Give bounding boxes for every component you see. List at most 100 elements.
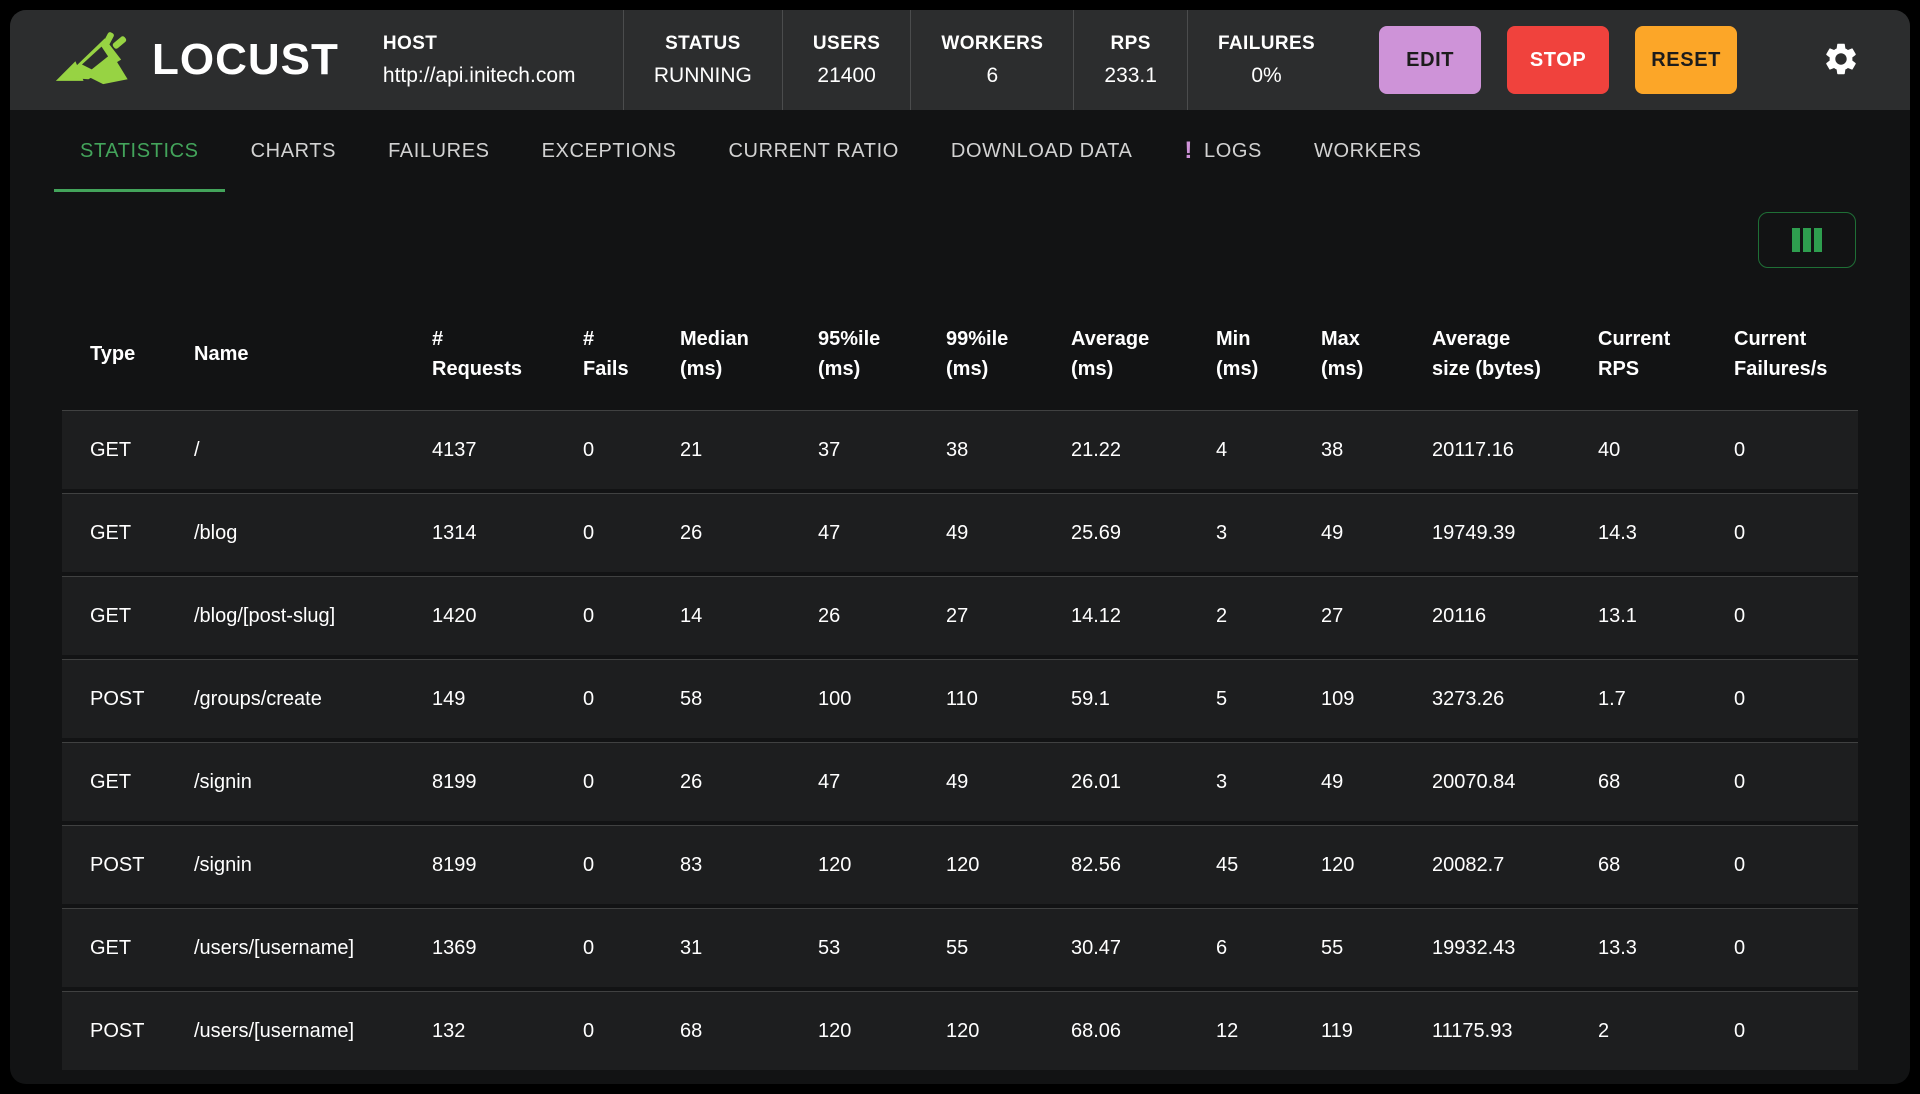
tab-charts[interactable]: CHARTS bbox=[225, 110, 362, 192]
table-cell: 100 bbox=[818, 687, 852, 710]
stat-label: RPS bbox=[1110, 32, 1151, 54]
settings-button[interactable] bbox=[1818, 37, 1864, 83]
table-cell: 49 bbox=[946, 521, 969, 544]
table-cell: 14.3 bbox=[1598, 521, 1637, 544]
table-cell: 120 bbox=[946, 853, 980, 876]
tab-statistics[interactable]: STATISTICS bbox=[54, 110, 225, 192]
tab-label: CURRENT RATIO bbox=[728, 139, 899, 162]
tab-exceptions[interactable]: EXCEPTIONS bbox=[516, 110, 703, 192]
reset-button[interactable]: RESET bbox=[1635, 26, 1738, 94]
column-header: Name bbox=[194, 343, 249, 365]
table-row[interactable]: POST /signin 8199 0 83 120 120 82.56 45 … bbox=[62, 825, 1858, 904]
table-cell: 2 bbox=[1216, 604, 1228, 627]
table-cell: GET bbox=[90, 521, 132, 544]
tab-failures[interactable]: FAILURES bbox=[362, 110, 516, 192]
table-cell: 0 bbox=[1734, 936, 1746, 959]
table-cell: 55 bbox=[1321, 936, 1344, 959]
gear-icon bbox=[1822, 40, 1860, 81]
table-cell: 0 bbox=[1734, 770, 1746, 793]
table-cell: 40 bbox=[1598, 438, 1621, 461]
table-cell: 47 bbox=[818, 521, 841, 544]
stop-button[interactable]: STOP bbox=[1507, 26, 1610, 94]
divider bbox=[910, 10, 912, 110]
table-cell: 30.47 bbox=[1071, 936, 1122, 959]
tab-logs[interactable]: ! LOGS bbox=[1158, 110, 1288, 192]
table-cell: 3 bbox=[1216, 521, 1228, 544]
column-selector-button[interactable] bbox=[1758, 212, 1856, 268]
table-cell: GET bbox=[90, 438, 132, 461]
table-cell: 0 bbox=[583, 936, 595, 959]
locust-logo[interactable]: LOCUST bbox=[54, 10, 339, 110]
table-cell: GET bbox=[90, 770, 132, 793]
stat-host: HOST http://api.initech.com bbox=[383, 10, 623, 110]
stat-label: WORKERS bbox=[941, 32, 1044, 54]
table-row[interactable]: GET /users/[username] 1369 0 31 53 55 30… bbox=[62, 908, 1858, 987]
stat-label: FAILURES bbox=[1217, 32, 1316, 54]
column-header: 99%ile (ms) bbox=[946, 328, 1009, 380]
column-header: Min (ms) bbox=[1216, 328, 1259, 380]
table-cell: 0 bbox=[1734, 521, 1746, 544]
tab-label: WORKERS bbox=[1314, 139, 1422, 162]
divider bbox=[1073, 10, 1075, 110]
tab-current-ratio[interactable]: CURRENT RATIO bbox=[703, 110, 925, 192]
table-cell: 20117.16 bbox=[1432, 438, 1514, 461]
tab-label: STATISTICS bbox=[80, 139, 199, 162]
table-cell: 1.7 bbox=[1598, 687, 1626, 710]
brand-title: LOCUST bbox=[152, 35, 339, 84]
table-cell: 0 bbox=[583, 687, 595, 710]
tab-download-data[interactable]: DOWNLOAD DATA bbox=[925, 110, 1159, 192]
table-row[interactable]: GET / 4137 0 21 37 38 21.22 4 38 20117.1… bbox=[62, 410, 1858, 489]
table-body: GET / 4137 0 21 37 38 21.22 4 38 20117.1… bbox=[62, 410, 1858, 1070]
table-cell: 58 bbox=[680, 687, 703, 710]
column-header: Current Failures/s bbox=[1734, 328, 1828, 380]
table-cell: 8199 bbox=[432, 853, 477, 876]
column-header: Max (ms) bbox=[1321, 328, 1364, 380]
table-row[interactable]: GET /blog/[post-slug] 1420 0 14 26 27 14… bbox=[62, 576, 1858, 655]
table-cell: 19749.39 bbox=[1432, 521, 1516, 544]
tab-label: LOGS bbox=[1204, 139, 1262, 162]
table-cell: 82.56 bbox=[1071, 853, 1122, 876]
table-row[interactable]: POST /users/[username] 132 0 68 120 120 … bbox=[62, 991, 1858, 1070]
stat-value: 0% bbox=[1251, 63, 1282, 87]
table-cell: 19932.43 bbox=[1432, 936, 1516, 959]
table-row[interactable]: POST /groups/create 149 0 58 100 110 59.… bbox=[62, 659, 1858, 738]
host-label: HOST bbox=[382, 32, 438, 54]
table-cell: 59.1 bbox=[1071, 687, 1110, 710]
table-cell: /groups/create bbox=[194, 687, 322, 710]
table-cell: 26 bbox=[680, 521, 703, 544]
stat-failures: FAILURES 0% bbox=[1188, 10, 1345, 110]
table-cell: 68 bbox=[1598, 853, 1621, 876]
tab-workers[interactable]: WORKERS bbox=[1288, 110, 1448, 192]
table-cell: 68 bbox=[680, 1019, 703, 1042]
table-cell: 4 bbox=[1216, 438, 1228, 461]
table-row[interactable]: GET /blog 1314 0 26 47 49 25.69 3 49 197… bbox=[62, 493, 1858, 572]
stat-value: RUNNING bbox=[653, 63, 752, 87]
divider bbox=[781, 10, 783, 110]
column-header: # Requests bbox=[432, 328, 523, 380]
top-navbar: LOCUST HOST http://api.initech.com STATU… bbox=[10, 10, 1910, 110]
table-header-row: Type Name # Requests # Fails Median (ms) 95%i… bbox=[62, 324, 1858, 384]
table-cell: 2 bbox=[1598, 1019, 1610, 1042]
table-cell: 47 bbox=[818, 770, 841, 793]
locust-grasshopper-icon bbox=[54, 27, 136, 94]
logs-alert-icon: ! bbox=[1184, 137, 1194, 164]
table-cell: 26.01 bbox=[1071, 770, 1122, 793]
table-cell: 110 bbox=[946, 687, 978, 710]
host-value: http://api.initech.com bbox=[382, 63, 576, 87]
table-cell: 68 bbox=[1598, 770, 1621, 793]
table-cell: 109 bbox=[1321, 687, 1355, 710]
table-cell: /signin bbox=[194, 853, 252, 876]
table-cell: 20082.7 bbox=[1432, 853, 1505, 876]
table-cell: 55 bbox=[946, 936, 969, 959]
edit-button[interactable]: EDIT bbox=[1379, 26, 1482, 94]
table-cell: 49 bbox=[1321, 521, 1344, 544]
table-cell: 38 bbox=[946, 438, 969, 461]
table-row[interactable]: GET /signin 8199 0 26 47 49 26.01 3 49 2… bbox=[62, 742, 1858, 821]
table-cell: 20070.84 bbox=[1432, 770, 1516, 793]
table-cell: 45 bbox=[1216, 853, 1239, 876]
table-cell: 27 bbox=[1321, 604, 1344, 627]
table-cell: 0 bbox=[583, 853, 595, 876]
table-cell: 1314 bbox=[432, 521, 477, 544]
tab-label: FAILURES bbox=[388, 139, 490, 162]
table-cell: 3273.26 bbox=[1432, 687, 1505, 710]
